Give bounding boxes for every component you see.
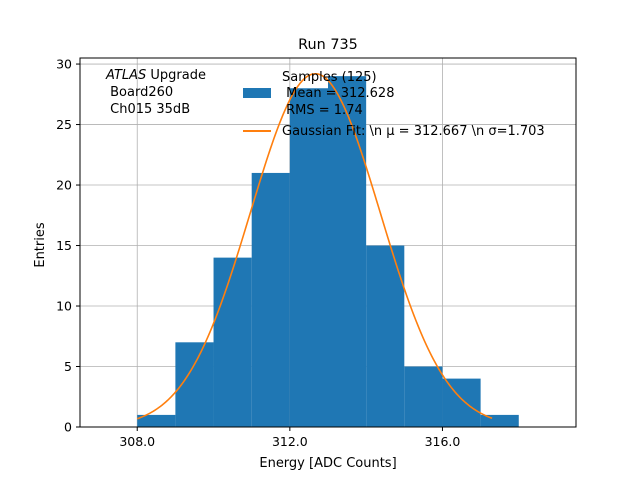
histogram-bar [137, 414, 176, 427]
legend-fit-label: Gaussian Fit: \n μ = 312.667 \n σ=1.703 [282, 124, 545, 139]
y-tick-label: 20 [56, 178, 72, 193]
legend-samples-line2: Mean = 312.628 [282, 86, 394, 101]
upgrade-label: Upgrade [146, 68, 206, 83]
y-tick-label: 30 [56, 57, 72, 72]
x-tick-label: 316.0 [425, 434, 461, 449]
axes-frame [79, 57, 577, 428]
histogram-bar [289, 88, 328, 427]
legend-samples-line3: RMS = 1.74 [282, 103, 363, 118]
x-axis-ticks: 308.0 312.0 316.0 [119, 427, 460, 449]
histogram-bars [137, 76, 519, 428]
x-tick-label: 312.0 [272, 434, 308, 449]
board-label: Board260 [106, 85, 173, 100]
histogram-bar [328, 76, 367, 428]
x-tick-label: 308.0 [119, 434, 155, 449]
y-tick-label: 25 [56, 117, 72, 132]
histogram-bar [442, 378, 481, 427]
atlas-annotation-line1: ATLAS Upgrade [105, 68, 206, 83]
y-tick-label: 0 [64, 420, 72, 435]
gaussian-fit-curve [136, 72, 493, 420]
chart-title: Run 735 [298, 37, 358, 53]
axes-border [79, 57, 577, 428]
histogram-bar [404, 366, 443, 427]
y-axis-label: Entries [33, 222, 48, 268]
channel-label: Ch015 35dB [106, 102, 190, 117]
atlas-label: ATLAS [105, 68, 146, 83]
y-tick-label: 15 [56, 238, 72, 253]
histogram-bar [251, 172, 290, 427]
legend-samples-line1: Samples (125) [282, 70, 377, 85]
legend: Samples (125) Mean = 312.628 RMS = 1.74 … [243, 70, 545, 139]
y-tick-label: 10 [56, 299, 72, 314]
x-axis-label: Energy [ADC Counts] [259, 456, 396, 471]
fit-curve [136, 72, 493, 420]
y-tick-label: 5 [64, 359, 72, 374]
histogram-bar [213, 257, 252, 427]
histogram-bar [366, 245, 405, 427]
legend-samples-swatch [243, 88, 271, 98]
y-axis-ticks: 0 5 10 15 20 25 30 [56, 57, 80, 435]
